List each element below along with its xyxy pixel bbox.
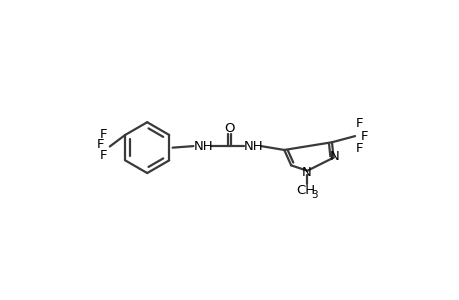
- Text: F: F: [100, 128, 107, 141]
- Text: O: O: [224, 122, 235, 135]
- Text: N: N: [329, 150, 338, 164]
- Text: F: F: [355, 142, 363, 155]
- Text: F: F: [96, 139, 104, 152]
- Text: F: F: [355, 117, 363, 130]
- Text: CH: CH: [296, 184, 315, 196]
- Text: F: F: [360, 130, 367, 143]
- Text: NH: NH: [193, 140, 213, 153]
- Text: NH: NH: [243, 140, 263, 153]
- Text: 3: 3: [310, 190, 317, 200]
- Text: F: F: [100, 149, 107, 162]
- Text: N: N: [301, 166, 311, 179]
